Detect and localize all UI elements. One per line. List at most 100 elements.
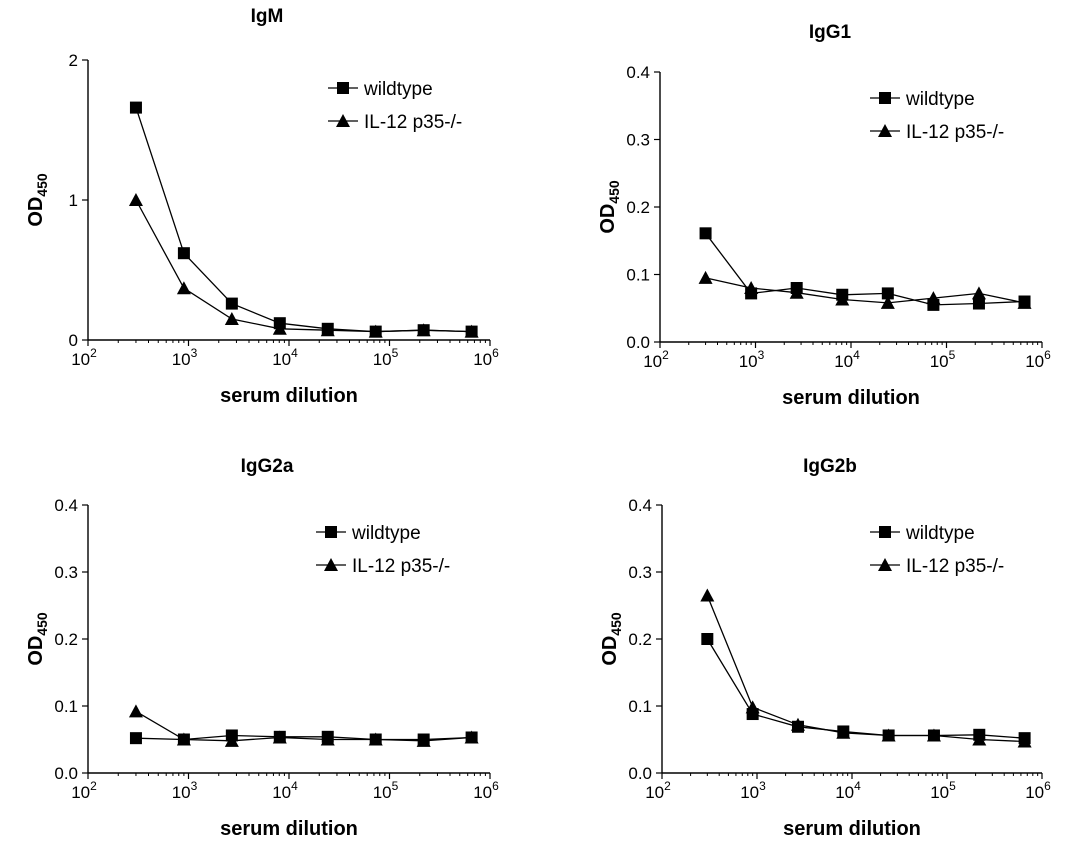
data-point-triangle [790,717,805,731]
legend: wildtype IL-12 p35-/- [328,79,462,133]
chart-title: IgG2b [803,456,857,477]
legend-marker-triangle [878,558,892,571]
x-tick-exponent: 2 [664,779,671,793]
y-axis-title-main: OD [597,204,619,234]
data-point-square [129,101,142,114]
series-line-1 [135,107,472,333]
x-tick-exponent: 2 [90,346,97,360]
x-tick-base: 10 [930,352,949,371]
x-tick-label: 102 [71,346,97,369]
data-point-triangle [836,725,851,739]
y-axis-title-main: OD [25,636,47,666]
x-tick-base: 10 [645,783,664,802]
y-axis-title: OD450 [25,173,50,227]
x-tick-exponent: 5 [392,779,399,793]
x-tick-exponent: 5 [949,348,956,362]
x-tick-label: 103 [172,779,198,802]
y-tick-label: 0.3 [628,563,652,582]
x-tick-label: 102 [645,779,671,802]
data-point-triangle [880,295,895,309]
y-tick-label: 0.2 [626,198,650,217]
legend-label: IL-12 p35-/- [364,112,462,133]
data-point-square [225,297,238,310]
x-tick-base: 10 [272,350,291,369]
data-point-triangle [464,730,479,744]
x-tick-base: 10 [1025,783,1044,802]
x-tick-exponent: 4 [291,779,298,793]
x-tick-exponent: 3 [191,779,198,793]
x-tick-exponent: 6 [492,346,499,360]
y-tick-label: 2 [69,51,78,70]
y-axis-title-main: OD [25,197,47,227]
legend-marker-square [337,82,349,94]
x-tick-label: 103 [740,779,766,802]
y-tick-label: 0.1 [626,266,650,285]
y-tick-label: 0.1 [628,697,652,716]
data-point-triangle [835,292,850,306]
x-tick-label: 105 [930,779,956,802]
legend-label: wildtype [363,79,433,100]
data-point-triangle [368,324,383,338]
y-axis-title-subscript: 450 [34,612,50,636]
series-line-2 [706,595,1025,743]
y-axis-title-subscript: 450 [606,180,622,204]
data-point-square [699,227,712,240]
data-point-triangle [926,291,941,305]
x-tick-base: 10 [930,783,949,802]
x-tick-exponent: 5 [392,346,399,360]
data-point-triangle [1017,734,1032,748]
legend-marker-triangle [336,114,350,127]
y-axis-title: OD450 [599,612,624,666]
x-tick-label: 106 [1025,779,1051,802]
data-point-triangle [744,281,759,294]
data-point-triangle [272,321,287,335]
y-tick-label: 0.2 [628,630,652,649]
data-point-triangle [128,704,143,718]
x-tick-base: 10 [373,783,392,802]
y-axis-title: OD450 [597,180,622,234]
data-point-triangle [176,281,191,295]
legend-label: wildtype [351,523,421,544]
legend-label: IL-12 p35-/- [352,556,450,577]
x-tick-base: 10 [473,350,492,369]
data-point-triangle [698,270,713,284]
y-tick-label: 0.4 [628,496,652,515]
data-point-triangle [1017,295,1032,309]
data-point-triangle [272,730,287,744]
y-tick-label: 0.0 [626,333,650,352]
x-tick-label: 106 [473,779,499,802]
legend-label: wildtype [905,89,975,110]
x-tick-label: 103 [172,346,198,369]
x-tick-label: 104 [835,779,861,802]
x-tick-label: 104 [272,779,298,802]
x-tick-exponent: 3 [758,348,765,362]
x-tick-label: 104 [272,346,298,369]
chart-title: IgM [251,6,284,27]
legend: wildtype IL-12 p35-/- [870,523,1004,577]
y-tick-label: 0.3 [54,563,78,582]
y-axis-title: OD450 [25,612,50,666]
data-point-triangle [972,732,987,746]
x-tick-label: 105 [373,779,399,802]
x-tick-base: 10 [172,350,191,369]
x-tick-exponent: 2 [662,348,669,362]
x-tick-exponent: 4 [291,346,298,360]
series-line-2 [135,199,472,333]
y-axis-title-subscript: 450 [608,612,624,636]
data-point-triangle [224,733,239,747]
data-point-triangle [176,732,191,746]
series-line-2 [135,710,472,742]
data-point-triangle [464,324,479,338]
x-tick-label: 102 [71,779,97,802]
series-line-1 [135,734,472,741]
x-tick-label: 106 [1025,348,1051,371]
y-tick-label: 0.0 [54,764,78,783]
x-tick-exponent: 3 [191,346,198,360]
y-tick-label: 0.4 [626,63,650,82]
x-axis-title: serum dilution [782,387,920,409]
x-tick-exponent: 4 [854,779,861,793]
legend-marker-square [879,92,891,104]
x-tick-exponent: 2 [90,779,97,793]
